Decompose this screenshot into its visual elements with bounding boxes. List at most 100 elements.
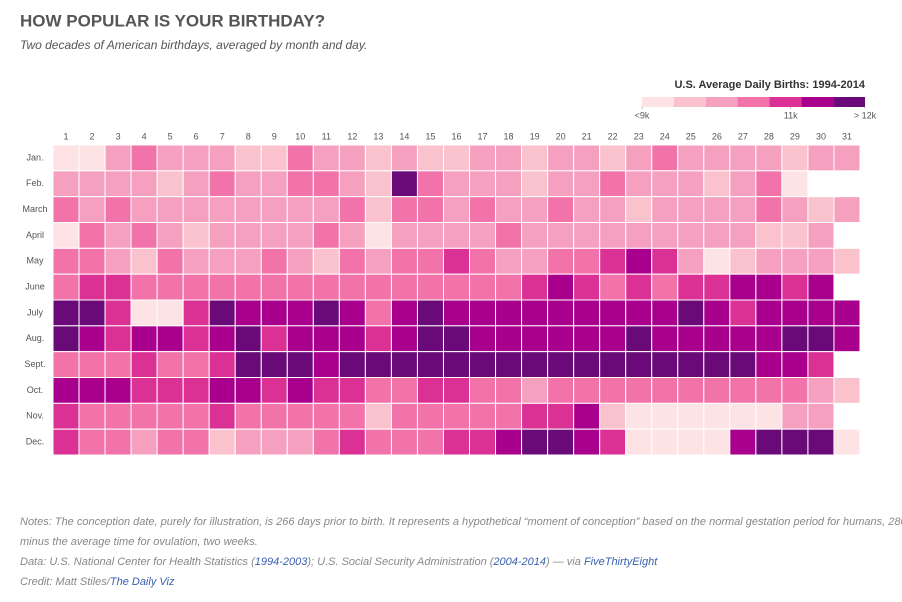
cell [312, 325, 340, 353]
cell [182, 170, 210, 198]
x-tick-label: 27 [738, 131, 748, 141]
legend-swatch [833, 97, 865, 107]
cell [651, 351, 679, 378]
cell [442, 222, 471, 249]
cell [182, 273, 210, 301]
cell [104, 273, 132, 301]
cell [729, 402, 757, 430]
cell [625, 247, 653, 275]
cell [651, 247, 679, 275]
cell [625, 351, 653, 378]
cell [234, 247, 262, 275]
cell [208, 273, 236, 301]
cell [573, 170, 601, 198]
cell [338, 144, 366, 172]
link[interactable]: 1994-2003 [254, 556, 308, 568]
legend-label: > 12k [854, 110, 877, 120]
cell [547, 222, 575, 249]
text: Credit: Matt Stiles/ [20, 576, 110, 588]
cell [599, 222, 627, 249]
cell [729, 170, 757, 198]
cell [442, 299, 471, 327]
cell [442, 273, 471, 301]
cell [286, 402, 314, 430]
cell [599, 273, 627, 301]
cell [755, 222, 783, 249]
cell [573, 428, 601, 456]
cell [547, 325, 575, 353]
cell [651, 222, 679, 249]
y-tick-label: May [26, 256, 44, 266]
cell [260, 170, 288, 198]
cell [286, 428, 314, 456]
cell [573, 325, 601, 353]
cell [286, 247, 314, 275]
x-tick-label: 26 [712, 131, 722, 141]
cell [416, 144, 444, 172]
cell [755, 247, 783, 275]
link[interactable]: FiveThirtyEight [583, 556, 658, 568]
cell [521, 144, 549, 172]
cell [703, 247, 731, 275]
x-tick-label: 23 [634, 131, 644, 141]
cell [338, 273, 366, 301]
cell [364, 325, 392, 353]
x-tick-label: 4 [142, 131, 147, 141]
cell [729, 299, 757, 327]
cell [286, 273, 314, 301]
link[interactable]: The Daily Viz [109, 576, 175, 588]
cell [286, 144, 314, 172]
cell [156, 247, 184, 275]
x-tick-label: 20 [556, 131, 566, 141]
cell [573, 377, 601, 404]
x-tick-label: 19 [530, 131, 540, 141]
cell [651, 402, 679, 430]
cell [469, 196, 497, 224]
cell [677, 377, 705, 404]
cell [599, 428, 627, 456]
cell [442, 428, 471, 456]
cell [599, 247, 627, 275]
cell [573, 222, 601, 249]
y-tick-label: March [22, 204, 47, 214]
x-tick-label: 10 [295, 131, 305, 141]
cell [599, 351, 627, 378]
cell [469, 351, 497, 378]
cell [729, 377, 757, 404]
y-tick-label: April [26, 230, 44, 240]
cell [390, 325, 418, 353]
cell [573, 351, 601, 378]
cell [521, 222, 549, 249]
cell [260, 428, 288, 456]
cell [156, 377, 184, 404]
cell [469, 325, 497, 353]
cell [260, 351, 288, 378]
cell [755, 428, 783, 456]
cell [130, 299, 158, 327]
cell [807, 428, 835, 456]
legend-swatch [642, 97, 674, 107]
link[interactable]: 2004-2014 [493, 556, 547, 568]
cell [599, 196, 627, 224]
x-tick-label: 22 [608, 131, 618, 141]
cell [312, 170, 340, 198]
cell [833, 299, 861, 327]
cell [130, 222, 158, 249]
cell [703, 351, 731, 378]
cell [781, 144, 809, 172]
cell [677, 196, 705, 224]
cell [547, 351, 575, 378]
cell [703, 196, 731, 224]
x-tick-label: 17 [478, 131, 488, 141]
cell [625, 402, 653, 430]
cell [807, 299, 835, 327]
cell [729, 222, 757, 249]
cell [260, 196, 288, 224]
cell [52, 402, 80, 430]
cell [364, 428, 392, 456]
cell [78, 299, 106, 327]
cell [573, 402, 601, 430]
cell [286, 351, 314, 378]
cell [703, 299, 731, 327]
cell [338, 428, 366, 456]
